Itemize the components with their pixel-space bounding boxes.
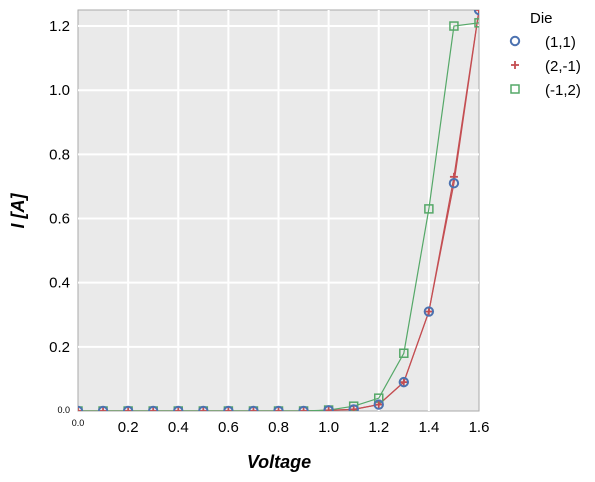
x-tick-label: 1.0 — [318, 419, 339, 436]
series-line — [78, 22, 479, 411]
data-point — [147, 405, 159, 411]
data-point — [224, 407, 233, 411]
x-tick-label: 0.6 — [218, 419, 239, 436]
data-point — [398, 376, 410, 388]
data-point — [449, 21, 459, 31]
legend-label: (-1,2) — [545, 82, 581, 99]
x-tick-label: 0.2 — [118, 419, 139, 436]
data-point — [399, 348, 409, 359]
legend-marker — [509, 35, 521, 47]
grid — [78, 10, 479, 411]
y-tick-label: 0.6 — [49, 211, 70, 228]
x-tick-label: 1.2 — [368, 419, 389, 436]
data-point — [424, 204, 434, 214]
legend-label: (2,-1) — [545, 58, 581, 75]
y-tick-label: 1.0 — [49, 82, 70, 99]
data-point — [324, 406, 333, 411]
legend-marker — [511, 61, 519, 69]
y-tick-label: 0.4 — [49, 275, 70, 292]
legend: Die (1,1) (2,-1) (-1,2) — [509, 10, 581, 99]
data-point — [78, 405, 84, 411]
data-point — [223, 405, 234, 411]
data-point — [448, 178, 460, 189]
legend-title: Die — [530, 10, 553, 27]
x-axis-label: Voltage — [247, 452, 311, 472]
series-lines — [78, 10, 479, 411]
y-tick-label: 0.2 — [49, 339, 70, 356]
data-point — [99, 407, 108, 411]
data-point — [349, 405, 358, 411]
data-point — [298, 405, 309, 411]
series-line — [78, 10, 479, 411]
data-point — [248, 405, 259, 411]
data-point — [273, 405, 284, 411]
data-point — [199, 407, 208, 411]
data-point — [374, 400, 383, 409]
x-tick-label: 1.6 — [469, 419, 490, 436]
data-point — [423, 306, 435, 317]
y-tick-label: 1.2 — [49, 18, 70, 35]
data-point — [474, 18, 479, 28]
data-point — [473, 10, 479, 16]
data-point — [122, 405, 134, 411]
data-point — [373, 399, 384, 410]
data-point — [399, 378, 408, 387]
y-axis-ticks: 0.0 0.2 0.4 0.6 0.8 1.0 1.2 — [49, 18, 70, 415]
data-point — [424, 307, 433, 316]
data-point — [124, 407, 133, 411]
y-axis-label: I [A] — [8, 193, 28, 229]
y-tick-label: 0.8 — [49, 146, 70, 163]
x-axis-ticks: 0.0 0.2 0.4 0.6 0.8 1.0 1.2 1.4 1.6 — [72, 418, 490, 436]
data-point — [149, 407, 158, 411]
data-point — [323, 405, 334, 411]
data-point — [198, 405, 209, 411]
y-tick-label: 0.0 — [57, 405, 70, 415]
data-point — [249, 407, 258, 411]
data-point — [299, 407, 308, 411]
x-tick-label: 0.8 — [268, 419, 289, 436]
x-tick-label: 0.4 — [168, 419, 189, 436]
legend-label: (1,1) — [545, 34, 576, 51]
data-point — [274, 407, 283, 411]
x-tick-label: 1.4 — [418, 419, 439, 436]
legend-marker — [510, 84, 520, 94]
data-point — [97, 405, 109, 411]
data-point — [173, 405, 184, 411]
series-markers — [78, 10, 479, 411]
data-point — [348, 404, 359, 411]
data-point — [174, 407, 183, 411]
x-tick-label: 0.0 — [72, 418, 85, 428]
